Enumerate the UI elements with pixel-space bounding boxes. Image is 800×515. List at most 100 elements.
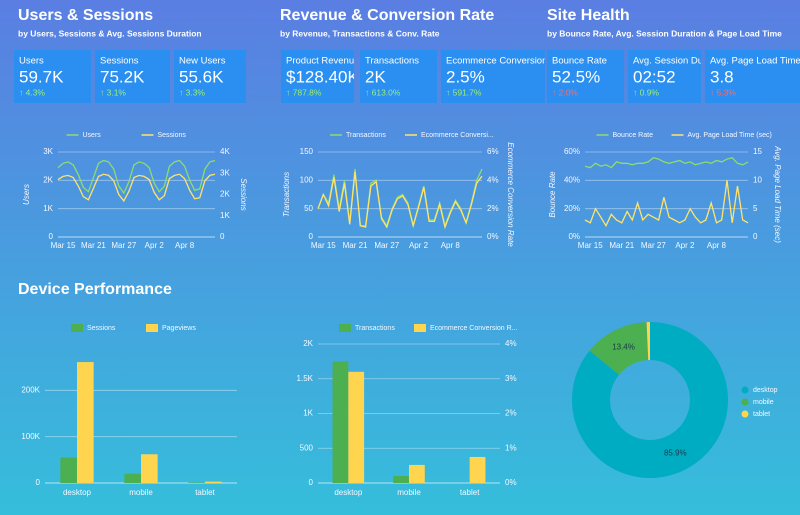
x-tick-label: Mar 15 [51, 241, 76, 250]
x-tick-label: desktop [334, 488, 363, 497]
pie-slice [589, 322, 649, 375]
kpi-value: 02:52 [633, 67, 676, 86]
x-tick-label: Apr 2 [409, 241, 429, 250]
x-tick-label: Mar 27 [111, 241, 136, 250]
y2-axis-title: Ecommerce Conversion Rate [506, 142, 515, 247]
x-tick-label: Mar 15 [311, 241, 336, 250]
legend-swatch [741, 386, 749, 394]
legend-label: tablet [753, 411, 770, 418]
legend-label: Avg. Page Load Time (sec) [688, 132, 772, 139]
kpi-change: ↑ 2.0% [552, 87, 578, 97]
y-axis-title: Transactions [282, 172, 291, 217]
y-tick-label: 150 [300, 147, 314, 156]
x-tick-label: Mar 21 [609, 241, 634, 250]
legend-swatch [741, 410, 749, 418]
y2-tick-label: 1% [505, 443, 517, 452]
kpi-change: ↑ 3.1% [100, 87, 126, 97]
kpi-label: Ecommerce Conversion Rate [446, 56, 570, 67]
section-subtitle: by Revenue, Transactions & Conv. Rate [280, 28, 440, 38]
card-bg [174, 50, 246, 103]
kpi-label: Bounce Rate [552, 56, 607, 67]
x-tick-label: desktop [63, 488, 92, 497]
kpi-label: New Users [179, 56, 226, 67]
line-series [584, 156, 749, 169]
y-tick-label: 3K [43, 147, 53, 156]
y-tick-label: 60% [564, 147, 580, 156]
bar [205, 481, 222, 483]
kpi-label: Users [19, 56, 44, 67]
y-tick-label: 1K [303, 409, 313, 418]
y-tick-label: 20% [564, 204, 580, 213]
kpi-value: 75.2K [100, 67, 145, 86]
y2-tick-label: 4% [487, 175, 499, 184]
x-tick-label: tablet [195, 488, 215, 497]
pie-slice [646, 322, 650, 361]
y2-tick-label: 2K [220, 190, 230, 199]
legend-label: Ecommerce Conversi... [421, 132, 494, 139]
kpi-change: ↑ 5.3% [710, 87, 736, 97]
card-bg [281, 50, 354, 103]
kpi-change: ↑ 3.3% [179, 87, 205, 97]
y2-axis-title: Avg. Page Load Time (sec) [773, 145, 782, 243]
y2-tick-label: 0% [505, 478, 517, 487]
kpi-label: Avg. Session Duration [633, 56, 727, 67]
card-bg [360, 50, 437, 103]
y-tick-label: 500 [300, 443, 314, 452]
y-tick-label: 1.5K [297, 374, 314, 383]
kpi-card: Product Revenue$128.40K↑ 787.8% [281, 50, 354, 103]
kpi-change: ↑ 4.3% [19, 87, 45, 97]
x-tick-label: Apr 2 [145, 241, 165, 250]
kpi-value: 2K [365, 67, 386, 86]
section-title: Device Performance [18, 281, 172, 298]
y-tick-label: 40% [564, 175, 580, 184]
bar [469, 456, 486, 483]
legend-label: Pageviews [162, 325, 196, 332]
x-tick-label: Mar 15 [578, 241, 603, 250]
section-subtitle: by Users, Sessions & Avg. Sessions Durat… [18, 28, 202, 38]
kpi-label: Transactions [365, 56, 419, 67]
card-bg [628, 50, 701, 103]
y2-tick-label: 0 [753, 232, 758, 241]
bar [348, 371, 365, 483]
line-series [584, 180, 749, 228]
card-bg [14, 50, 91, 103]
card-bg [547, 50, 624, 103]
card-bg [441, 50, 545, 103]
x-tick-label: tablet [460, 488, 480, 497]
y-tick-label: 100K [21, 432, 40, 441]
kpi-change: ↑ 613.0% [365, 87, 401, 97]
x-tick-label: Mar 27 [641, 241, 666, 250]
bar [60, 457, 77, 483]
bar [393, 476, 409, 483]
y-axis-title: Bounce Rate [548, 171, 557, 218]
legend-label: Transactions [355, 325, 395, 332]
legend-swatch [741, 398, 749, 406]
x-tick-label: Apr 2 [675, 241, 695, 250]
kpi-value: 59.7K [19, 67, 64, 86]
x-tick-label: Apr 8 [441, 241, 461, 250]
y2-tick-label: 6% [487, 147, 499, 156]
y2-tick-label: 1K [220, 211, 230, 220]
kpi-change: ↑ 591.7% [446, 87, 482, 97]
line-series [317, 171, 483, 230]
x-tick-label: Mar 21 [343, 241, 368, 250]
y2-tick-label: 0% [487, 232, 499, 241]
kpi-value: 3.8 [710, 67, 734, 86]
y-tick-label: 0 [309, 232, 314, 241]
y-tick-label: 0% [568, 232, 580, 241]
x-tick-label: mobile [397, 488, 421, 497]
line-series [57, 159, 216, 195]
slice-label: 85.9% [664, 448, 687, 457]
kpi-change: ↑ 0.9% [633, 87, 659, 97]
x-tick-label: Apr 8 [175, 241, 195, 250]
x-tick-label: Mar 21 [81, 241, 106, 250]
y-tick-label: 0 [49, 232, 54, 241]
kpi-label: Sessions [100, 56, 139, 67]
y2-tick-label: 3K [220, 168, 230, 177]
y2-tick-label: 4% [505, 339, 517, 348]
